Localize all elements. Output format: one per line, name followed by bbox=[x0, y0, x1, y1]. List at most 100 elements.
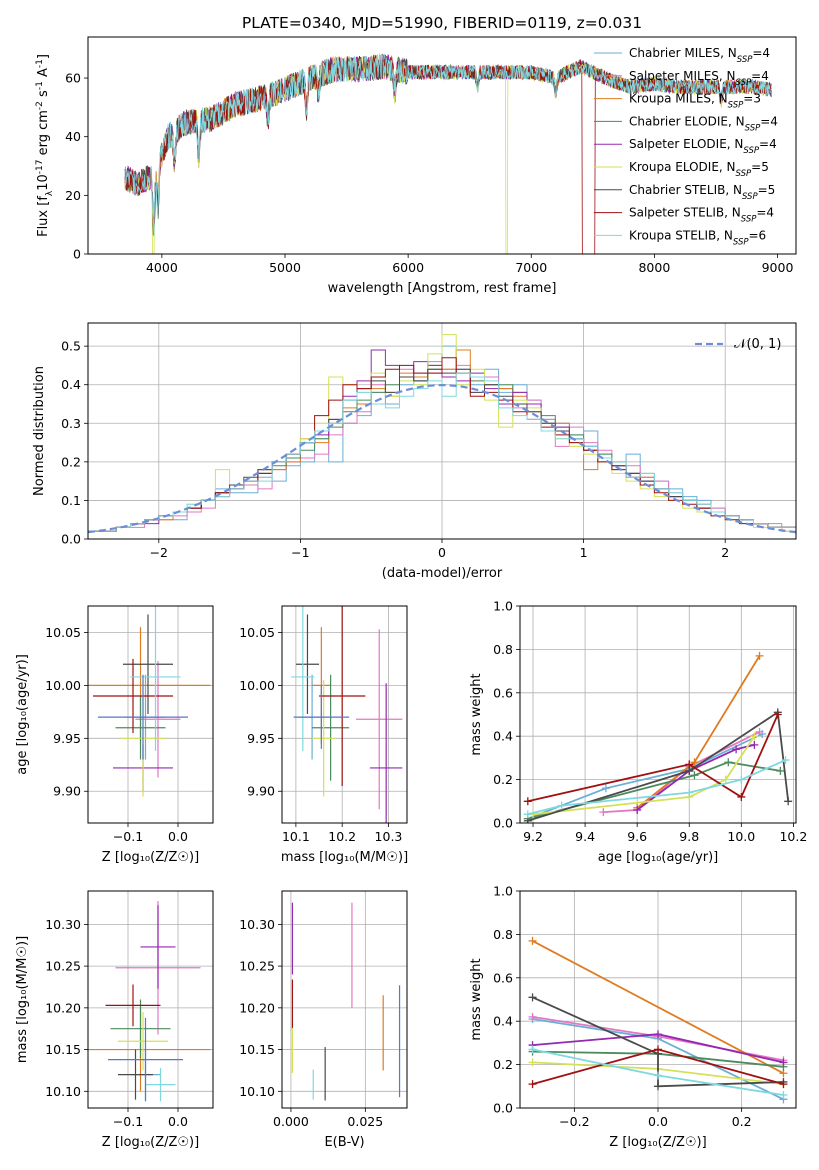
x-tick-label: 10.2 bbox=[779, 829, 807, 844]
x-axis-label: Z [log₁₀(Z/Z☉)] bbox=[609, 1135, 706, 1150]
y-tick-label: 0.3 bbox=[61, 416, 81, 431]
y-tick-label: 0.6 bbox=[493, 970, 513, 985]
y-tick-label: 0.0 bbox=[493, 1101, 513, 1116]
y-tick-label: 9.95 bbox=[247, 731, 275, 746]
point-marker bbox=[779, 1058, 788, 1067]
point-marker bbox=[528, 1058, 537, 1067]
histogram-series-kroupa-stelib bbox=[88, 372, 796, 539]
plot-area bbox=[88, 606, 211, 797]
y-tick-label: 10.20 bbox=[45, 1000, 81, 1015]
legend-label: Chabrier ELODIE, NSSP=4 bbox=[629, 114, 778, 133]
y-axis-label-part: 10 bbox=[36, 174, 51, 191]
y-axis-label-part: -1 bbox=[35, 81, 45, 90]
y-axis-label-part: λ bbox=[45, 190, 55, 196]
legend-label-suffix: =4 bbox=[751, 69, 769, 83]
point-marker bbox=[737, 775, 746, 784]
point-marker bbox=[557, 801, 566, 810]
point-marker bbox=[685, 760, 694, 769]
chart-title: PLATE=0340, MJD=51990, FIBERID=0119, z=0… bbox=[242, 14, 642, 32]
point-marker bbox=[690, 758, 699, 767]
legend-label-text: Salpeter STELIB, N bbox=[629, 206, 741, 220]
plot-area bbox=[124, 53, 772, 254]
y-tick-label: 10.00 bbox=[45, 678, 81, 693]
point-marker bbox=[779, 1090, 788, 1099]
legend-label-suffix: =6 bbox=[749, 228, 767, 242]
x-tick-label: 10.0 bbox=[727, 829, 755, 844]
point-marker bbox=[528, 993, 537, 1002]
x-tick-label: 7000 bbox=[515, 260, 547, 275]
x-tick-label: 9.4 bbox=[575, 829, 595, 844]
panel-weight_vs_age: 9.2 9.4 9.6 9.8 10.0 10.2 0.0 0.2 0.4 0.6 0.8 1.0 ag… bbox=[469, 599, 807, 866]
y-tick-label: 60 bbox=[65, 71, 81, 86]
y-tick-label: 10.20 bbox=[239, 1000, 275, 1015]
point-marker bbox=[690, 771, 699, 780]
axes-frame bbox=[87, 36, 797, 255]
legend-label: Kroupa ELODIE, NSSP=5 bbox=[629, 160, 769, 179]
point-marker bbox=[528, 936, 537, 945]
x-tick-label: 10.3 bbox=[375, 829, 403, 844]
x-tick-label: −0.1 bbox=[113, 1114, 143, 1129]
x-tick-label: 1 bbox=[580, 545, 588, 560]
y-tick-label: 0.2 bbox=[493, 772, 513, 787]
legend-label-sub: SSP bbox=[728, 101, 744, 111]
spectrum-line-kroupa-stelib bbox=[124, 53, 772, 237]
legend-label: Salpeter ELODIE, NSSP=4 bbox=[629, 137, 777, 156]
x-tick-label: 5000 bbox=[269, 260, 301, 275]
x-tick-label: −0.1 bbox=[113, 829, 143, 844]
point-marker bbox=[654, 1082, 662, 1091]
y-tick-label: 10.30 bbox=[239, 917, 275, 932]
x-tick-label: 2 bbox=[721, 545, 729, 560]
y-axis-label-part: erg cm bbox=[36, 110, 51, 159]
panel-mass_vs_Z: −0.1 0.0 10.10 10.15 10.20 10.25 10.30 Z [log₁₀… bbox=[15, 890, 214, 1150]
axes-frame bbox=[281, 605, 408, 824]
point-marker bbox=[654, 1030, 662, 1039]
point-marker bbox=[773, 710, 782, 719]
y-tick-label: 9.90 bbox=[53, 784, 81, 799]
legend-label-text: Kroupa ELODIE, N bbox=[629, 160, 736, 174]
point-marker bbox=[724, 758, 733, 767]
legend-label-suffix: =4 bbox=[760, 114, 778, 128]
plot-area bbox=[88, 901, 211, 1102]
point-marker bbox=[685, 788, 694, 797]
legend-label-sub: SSP bbox=[743, 146, 759, 156]
y-tick-label: 10.05 bbox=[45, 625, 81, 640]
legend-label-text: Chabrier STELIB, N bbox=[629, 183, 742, 197]
x-tick-label: 6000 bbox=[392, 260, 424, 275]
y-tick-label: 0.2 bbox=[61, 454, 81, 469]
x-tick-label: 4000 bbox=[146, 260, 178, 275]
legend-label-suffix: =4 bbox=[759, 137, 777, 151]
legend-label: Kroupa MILES, NSSP=3 bbox=[629, 92, 761, 111]
point-marker bbox=[523, 797, 532, 806]
point-marker bbox=[779, 1080, 788, 1089]
y-tick-label: 0.4 bbox=[493, 1014, 513, 1029]
plot-area bbox=[528, 936, 788, 1104]
panel-spectrum: 4000 5000 6000 7000 8000 9000 0 20 40 60 wavelengt… bbox=[35, 36, 797, 296]
x-axis-label: (data-model)/error bbox=[382, 566, 503, 581]
y-tick-label: 10.25 bbox=[239, 959, 275, 974]
panel-mass_vs_ebv: 0.000 0.025 10.10 10.15 10.20 10.25 10.30 E(B-V… bbox=[239, 890, 408, 1150]
point-marker bbox=[599, 808, 608, 817]
x-tick-label: 9.6 bbox=[627, 829, 647, 844]
y-tick-label: 1.0 bbox=[493, 599, 513, 614]
x-axis-label: age [log₁₀(age/yr)] bbox=[598, 850, 719, 865]
series-line-chabrier-stelib bbox=[532, 996, 784, 1088]
panel-weight_vs_Z: −0.2 0.0 0.2 0.0 0.2 0.4 0.6 0.8 1.0 Z [log₁₀(Z/Z… bbox=[469, 884, 797, 1150]
x-tick-label: 9000 bbox=[762, 260, 794, 275]
legend-label-text: Chabrier MILES, N bbox=[629, 46, 737, 60]
y-tick-label: 0 bbox=[73, 247, 81, 262]
y-tick-label: 0.8 bbox=[493, 927, 513, 942]
y-axis-label: Flux [fλ10-17 erg cm-2 s-1 A-1] bbox=[35, 54, 55, 237]
y-tick-label: 0.6 bbox=[493, 685, 513, 700]
y-tick-label: 10.15 bbox=[45, 1042, 81, 1057]
y-axis-label-part: s bbox=[36, 90, 51, 101]
x-tick-label: 10.1 bbox=[282, 829, 310, 844]
legend-label-text: Kroupa STELIB, N bbox=[629, 228, 733, 242]
y-tick-label: 0.2 bbox=[493, 1057, 513, 1072]
x-axis-label: E(B-V) bbox=[324, 1135, 364, 1150]
y-tick-label: 9.95 bbox=[53, 731, 81, 746]
series-line-chabrier-stelib bbox=[527, 710, 790, 822]
legend-label-sub: SSP bbox=[737, 55, 753, 65]
x-tick-label: 0.2 bbox=[732, 1114, 752, 1129]
legend-label: Chabrier MILES, NSSP=4 bbox=[629, 46, 770, 65]
y-tick-label: 10.15 bbox=[239, 1042, 275, 1057]
